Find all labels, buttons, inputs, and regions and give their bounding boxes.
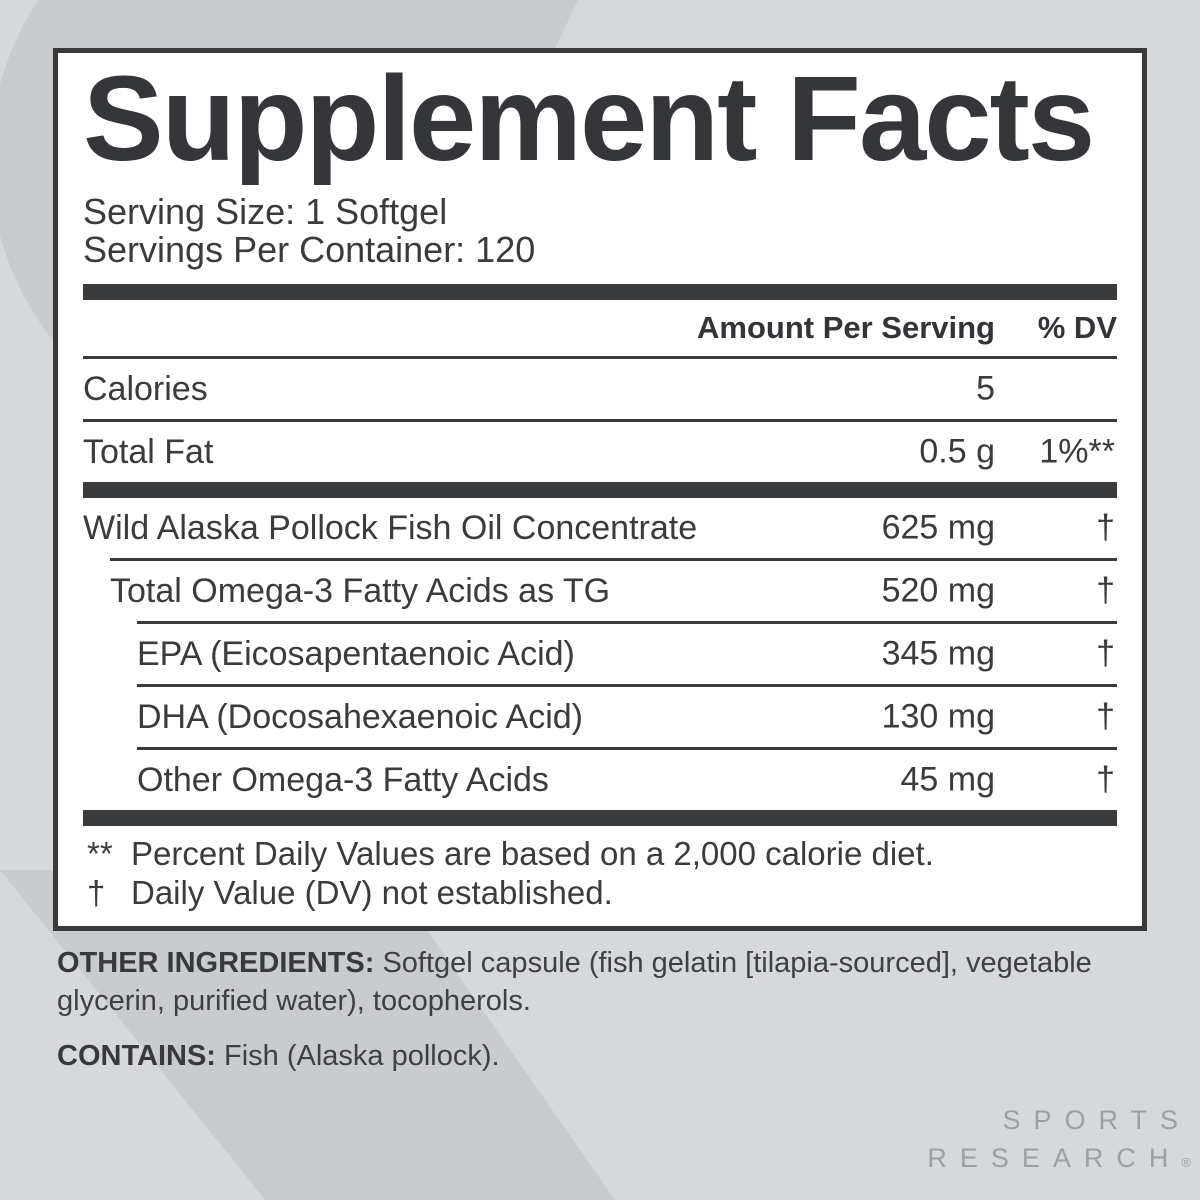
nutrient-dv: † <box>1096 760 1115 799</box>
row-divider <box>83 419 1117 422</box>
nutrient-amount: 345 mg <box>881 634 995 673</box>
footnote-text: Daily Value (DV) not established. <box>131 874 613 911</box>
row-divider <box>110 558 1117 561</box>
nutrient-name: DHA (Docosahexaenoic Acid) <box>137 697 584 736</box>
nutrient-name: Total Omega-3 Fatty Acids as TG <box>110 571 611 610</box>
footnotes: ** Percent Daily Values are based on a 2,… <box>83 826 1117 918</box>
table-row: DHA (Docosahexaenoic Acid) 130 mg † <box>83 687 1117 747</box>
row-divider <box>83 356 1117 359</box>
nutrient-dv: † <box>1096 634 1115 673</box>
nutrient-name: Other Omega-3 Fatty Acids <box>137 760 549 799</box>
table-row: Other Omega-3 Fatty Acids 45 mg † <box>83 750 1117 810</box>
nutrient-amount: 130 mg <box>881 697 995 736</box>
nutrient-amount: 45 mg <box>900 760 996 799</box>
footnote: ** Percent Daily Values are based on a 2,… <box>83 834 1117 873</box>
table-header-row: Amount Per Serving % DV <box>83 300 1117 356</box>
footnote-symbol: † <box>87 874 106 911</box>
decor-bottom-band <box>0 870 615 1200</box>
footnote-text: Percent Daily Values are based on a 2,00… <box>131 835 934 872</box>
thick-divider <box>83 482 1117 498</box>
contains-text: Fish (Alaska pollock). <box>215 1040 500 1072</box>
row-divider <box>137 684 1117 687</box>
nutrient-dv: † <box>1096 697 1115 736</box>
nutrient-amount: 520 mg <box>881 571 995 610</box>
nutrient-name: Wild Alaska Pollock Fish Oil Concentrate <box>83 508 698 547</box>
nutrient-dv: 1%** <box>1039 432 1115 471</box>
panel-title: Supplement Facts <box>83 50 1095 186</box>
table-row: Wild Alaska Pollock Fish Oil Concentrate… <box>83 498 1117 558</box>
supplement-facts-panel: Supplement Facts Serving Size: 1 Softgel… <box>53 48 1147 931</box>
contains-label: CONTAINS: <box>57 1040 216 1072</box>
serving-info: Serving Size: 1 Softgel Servings Per Con… <box>83 193 1117 269</box>
amount-column-header: Amount Per Serving <box>697 310 995 345</box>
table-row: Total Omega-3 Fatty Acids as TG 520 mg † <box>83 561 1117 621</box>
nutrient-name: Calories <box>83 369 208 408</box>
row-divider <box>137 747 1117 750</box>
row-divider <box>137 621 1117 624</box>
facts-table: Calories 5 Total Fat 0.5 g 1%** Wild Alaska P… <box>83 356 1117 810</box>
serving-size: Serving Size: 1 Softgel <box>83 191 448 232</box>
thick-divider <box>83 810 1117 826</box>
servings-per-container: Servings Per Container: 120 <box>83 229 536 270</box>
table-row: EPA (Eicosapentaenoic Acid) 345 mg † <box>83 624 1117 684</box>
nutrient-amount: 625 mg <box>881 508 995 547</box>
sports-research-logo: SPORTS RESEARCH® <box>927 1101 1191 1182</box>
footnote-symbol: ** <box>87 835 113 872</box>
footnote: † Daily Value (DV) not established. <box>83 873 1117 912</box>
nutrient-dv: † <box>1096 571 1115 610</box>
table-row: Calories 5 <box>83 359 1117 419</box>
registered-mark: ® <box>1181 1155 1191 1170</box>
brand-line1: SPORTS <box>1002 1105 1191 1135</box>
below-panel-text: OTHER INGREDIENTS: Softgel capsule (fish… <box>57 944 1143 1075</box>
other-ingredients-paragraph: OTHER INGREDIENTS: Softgel capsule (fish… <box>57 944 1143 1020</box>
table-row: Total Fat 0.5 g 1%** <box>83 422 1117 482</box>
dv-column-header: % DV <box>1037 310 1117 345</box>
other-ingredients-line1: Softgel capsule (fish gelatin [tilapia-s… <box>374 947 1092 979</box>
nutrient-dv: † <box>1096 508 1115 547</box>
thick-divider <box>83 284 1117 300</box>
other-ingredients-label: OTHER INGREDIENTS: <box>57 947 375 979</box>
contains-line: CONTAINS: Fish (Alaska pollock). <box>57 1037 1143 1075</box>
nutrient-amount: 5 <box>976 369 995 408</box>
brand-line2: RESEARCH® <box>927 1143 1191 1173</box>
nutrient-name: Total Fat <box>83 432 214 471</box>
nutrient-amount: 0.5 g <box>919 432 995 471</box>
nutrient-name: EPA (Eicosapentaenoic Acid) <box>137 634 575 673</box>
other-ingredients-line2: glycerin, purified water), tocopherols. <box>57 985 531 1017</box>
